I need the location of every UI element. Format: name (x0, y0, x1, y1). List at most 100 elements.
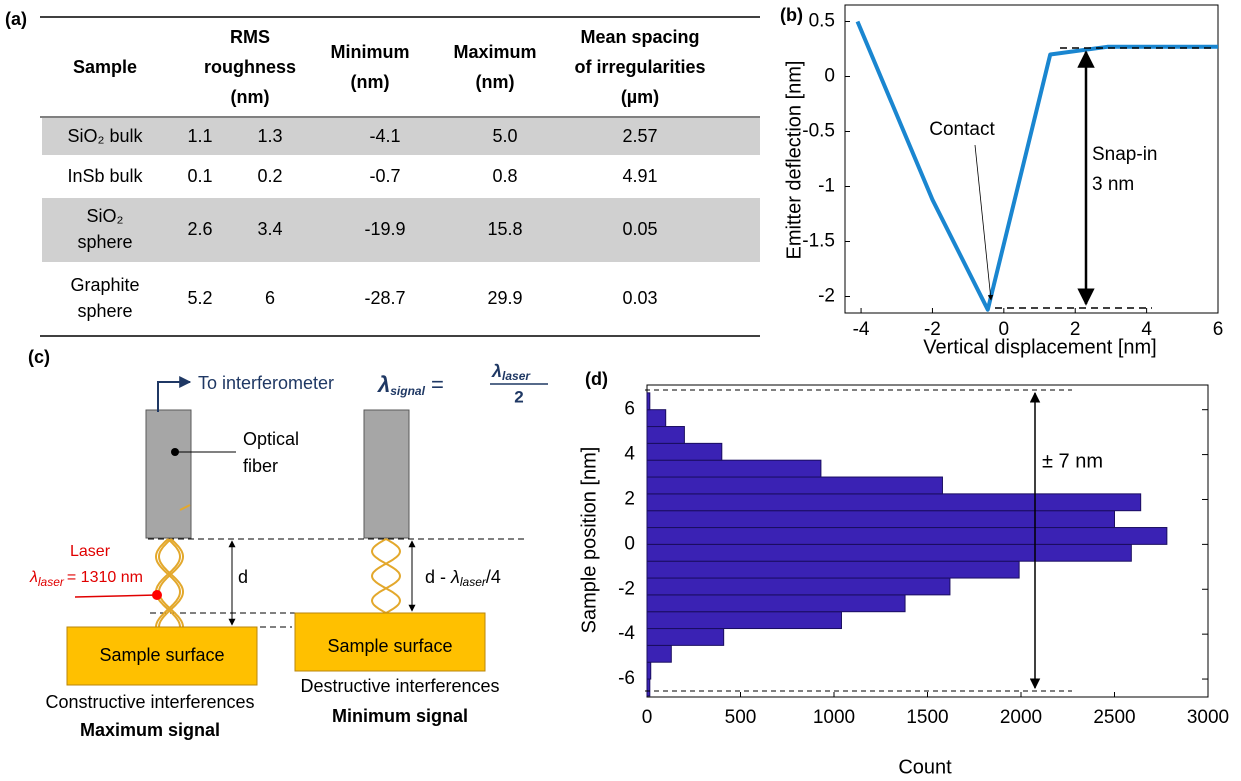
symbol: λ (29, 569, 38, 586)
row-label: sphere (77, 232, 132, 252)
y-tick-label: -6 (618, 668, 635, 689)
bar (646, 392, 651, 411)
table-cell: 1.1 (187, 126, 212, 146)
column-header: (µm) (621, 87, 659, 107)
x-tick-label: 500 (725, 707, 757, 728)
table-cell: 0.2 (257, 166, 282, 186)
sample-surface (294, 612, 486, 672)
table-cell: 6 (265, 288, 275, 308)
x-tick-label: 3000 (1187, 707, 1229, 728)
bar (646, 543, 1132, 562)
wave (154, 538, 182, 628)
bar (646, 678, 651, 697)
table-cell: -28.7 (364, 288, 405, 308)
annotation: ± 7 nm (1042, 450, 1103, 472)
row-label: SiO₂ (87, 206, 124, 226)
x-axis-label: Count (898, 756, 952, 778)
column-header: Maximum (453, 42, 536, 62)
caption: Destructive interferences (300, 676, 499, 696)
wave (157, 538, 185, 628)
bar (646, 476, 943, 495)
row-label: InSb bulk (67, 166, 143, 186)
table-cell: 15.8 (487, 219, 522, 239)
equation: λsignal = (377, 372, 444, 398)
table-cell: 5.2 (187, 288, 212, 308)
table-cell: -4.1 (369, 126, 400, 146)
y-tick-label: 0.5 (809, 11, 835, 32)
column-header: Sample (73, 57, 137, 77)
panel-label: (d) (585, 369, 608, 389)
wave (370, 538, 402, 614)
row-label: SiO₂ bulk (67, 126, 143, 146)
x-tick-label: 2 (1070, 319, 1081, 340)
bar (646, 510, 1115, 529)
table-cell: 2.6 (187, 219, 212, 239)
subscript: laser (38, 575, 65, 589)
interference-waves (154, 504, 402, 628)
y-tick-label: -1.5 (802, 231, 835, 252)
bar (646, 661, 652, 680)
panel-label: (a) (5, 9, 27, 29)
x-tick-label: 0 (642, 707, 653, 728)
subscript: laser (460, 575, 487, 589)
bar (646, 459, 822, 478)
table-cell: 2.57 (622, 126, 657, 146)
symbol: λ (450, 567, 460, 587)
column-header: Mean spacing (580, 27, 699, 47)
y-axis-label: Sample position [nm] (578, 447, 600, 634)
annotation: Contact (929, 119, 995, 140)
table-cell: 29.9 (487, 288, 522, 308)
annotation: 3 nm (1092, 174, 1134, 195)
row-label: sphere (77, 301, 132, 321)
symbol: λ (491, 361, 502, 381)
bar (646, 577, 951, 596)
plot-frame (844, 4, 1219, 314)
output-label: To interferometer (198, 373, 334, 393)
bar (646, 594, 906, 613)
x-tick-label: 1000 (813, 707, 855, 728)
table-cell: 5.0 (492, 126, 517, 146)
denominator: 2 (514, 387, 523, 406)
y-tick-label: 6 (624, 399, 635, 420)
y-tick-label: 0 (624, 533, 635, 554)
bar (646, 426, 685, 444)
laser-label: Laser (70, 543, 111, 560)
column-header: roughness (204, 57, 296, 77)
table-cell: 4.91 (622, 166, 657, 186)
contact-arrow (974, 144, 994, 301)
table-cell: -19.9 (364, 219, 405, 239)
subscript: laser (502, 369, 531, 383)
table-cell: -0.7 (369, 166, 400, 186)
wave (154, 538, 182, 628)
column-header: (nm) (476, 72, 515, 92)
row-label: Graphite (70, 275, 139, 295)
column-header: Minimum (331, 42, 410, 62)
bar (646, 527, 1168, 545)
surface-label: Sample surface (99, 645, 224, 665)
laser-wavelength: λlaser = 1310 nm (29, 569, 143, 589)
x-axis-label: Vertical displacement [nm] (923, 336, 1156, 358)
y-tick-label: 0 (824, 66, 835, 87)
y-axis-label: Emitter deflection [nm] (783, 61, 805, 260)
caption: Constructive interferences (45, 692, 254, 712)
column-header: of irregularities (574, 57, 705, 77)
table-cell: 0.03 (622, 288, 657, 308)
divisor: /4 (486, 567, 501, 587)
fiber-label: fiber (243, 456, 278, 476)
wave (157, 538, 185, 628)
symbol: λ (377, 372, 390, 397)
wave (179, 504, 191, 511)
output-arrow (157, 376, 192, 412)
optical-fiber (145, 409, 192, 539)
x-tick-label: 2500 (1093, 707, 1135, 728)
fiber-label: Optical (243, 429, 299, 449)
optical-fiber (363, 409, 410, 539)
x-tick-label: -4 (853, 319, 870, 340)
bar (646, 442, 723, 461)
text: d - (425, 567, 451, 587)
table-cell: 0.1 (187, 166, 212, 186)
y-tick-label: -0.5 (802, 121, 835, 142)
gap-label: d (238, 567, 248, 587)
column-header: (nm) (231, 87, 270, 107)
